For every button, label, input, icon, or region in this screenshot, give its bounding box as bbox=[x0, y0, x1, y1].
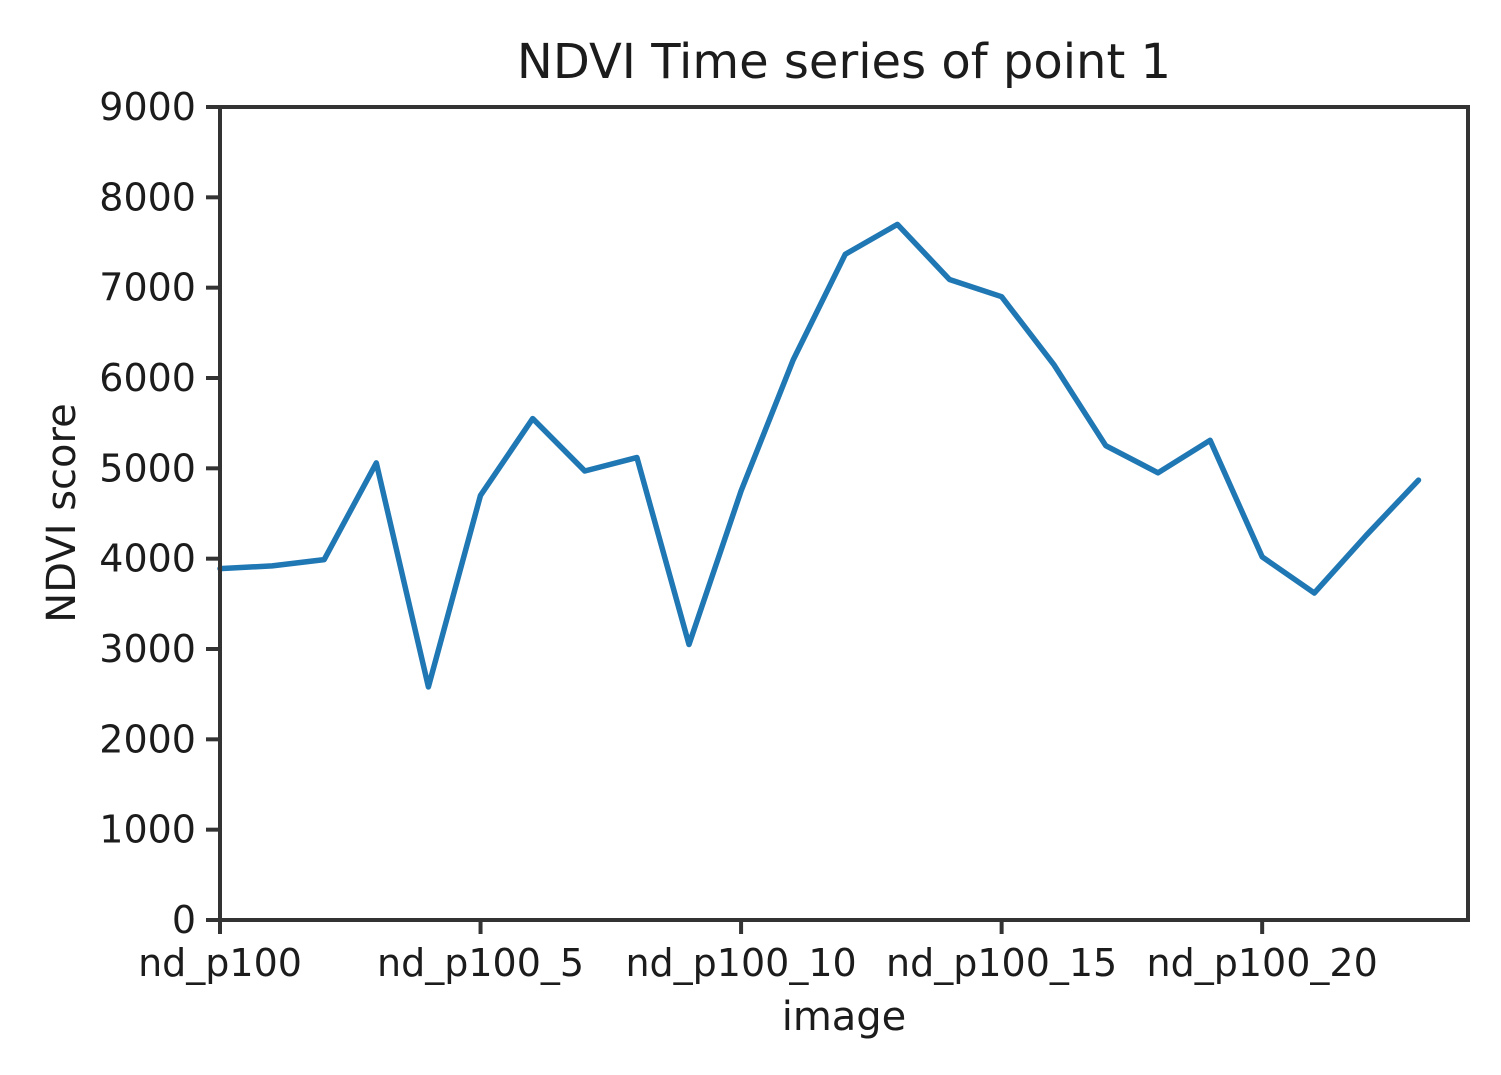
y-tick-label: 6000 bbox=[99, 356, 196, 400]
y-tick-label: 7000 bbox=[99, 266, 196, 310]
y-tick-label: 2000 bbox=[99, 717, 196, 761]
x-tick-label: nd_p100_10 bbox=[625, 941, 856, 985]
x-tick-label: nd_p100 bbox=[138, 941, 302, 985]
y-tick-label: 8000 bbox=[99, 175, 196, 219]
x-tick-label: nd_p100_5 bbox=[377, 941, 584, 985]
plot-spines bbox=[218, 105, 1470, 922]
y-tick-label: 5000 bbox=[99, 446, 196, 490]
ndvi-series-line bbox=[217, 221, 1422, 690]
y-tick-label: 4000 bbox=[99, 537, 196, 581]
y-tick-label: 0 bbox=[172, 898, 196, 942]
y-tick-label: 9000 bbox=[99, 85, 196, 129]
x-tick-label: nd_p100_15 bbox=[886, 941, 1117, 985]
chart-title: NDVI Time series of point 1 bbox=[516, 34, 1172, 90]
y-tick-label: 3000 bbox=[99, 627, 196, 671]
y-tick-label: 1000 bbox=[99, 808, 196, 852]
x-axis-label: image bbox=[781, 994, 907, 1040]
x-tick-label: nd_p100_20 bbox=[1147, 941, 1378, 985]
